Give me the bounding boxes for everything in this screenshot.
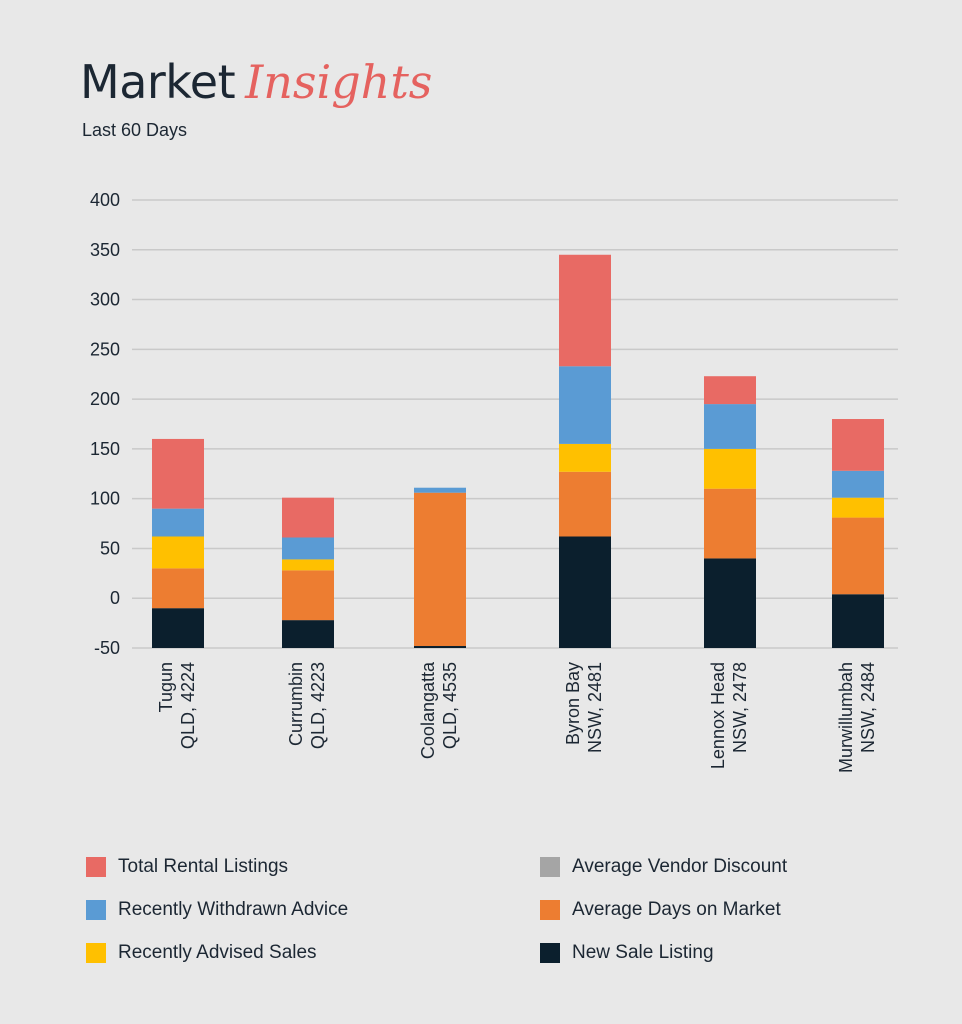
bar-segment-recently-advised-sales	[704, 448, 756, 489]
legend-label: New Sale Listing	[572, 942, 714, 963]
bar-segment-average-days-on-market	[414, 492, 466, 647]
bar-segment-recently-withdrawn-advice	[559, 366, 611, 444]
title-plain: Market	[80, 55, 236, 109]
y-tick-label: 150	[90, 439, 120, 459]
y-tick-label: -50	[94, 638, 120, 658]
y-tick-label: 0	[110, 588, 120, 608]
bar-segment-total-rental-listings	[832, 419, 884, 471]
bar-segment-recently-withdrawn-advice	[282, 537, 334, 560]
legend-item: Average Vendor Discount	[540, 856, 787, 878]
legend-item: New Sale Listing	[540, 942, 714, 964]
legend-item: Recently Withdrawn Advice	[86, 899, 348, 921]
bar-segment-recently-advised-sales	[559, 443, 611, 472]
bar-segment-average-days-on-market	[704, 488, 756, 559]
bar-segment-average-days-on-market	[282, 570, 334, 621]
y-tick-label: 350	[90, 240, 120, 260]
bar-segment-recently-advised-sales	[152, 536, 204, 569]
y-tick-label: 100	[90, 489, 120, 509]
x-tick-label-line: Lennox Head	[708, 662, 728, 769]
bar-segment-new-sale-listing	[559, 536, 611, 648]
legend-swatch	[86, 857, 106, 877]
bar-segment-new-sale-listing	[832, 594, 884, 648]
x-tick-label-line: NSW, 2478	[730, 662, 750, 753]
legend-label: Recently Withdrawn Advice	[118, 899, 349, 920]
legend-label: Average Vendor Discount	[572, 856, 788, 877]
bar-segment-recently-withdrawn-advice	[832, 470, 884, 498]
x-tick-label-line: NSW, 2484	[858, 662, 878, 753]
y-tick-label: 50	[100, 538, 120, 558]
legend-swatch	[540, 900, 560, 920]
legend-swatch	[86, 943, 106, 963]
bar-segment-new-sale-listing	[704, 558, 756, 648]
x-tick-label: Tugun QLD, 4224	[156, 662, 198, 749]
bar-segment-average-days-on-market	[152, 568, 204, 609]
legend-label: Total Rental Listings	[118, 856, 289, 877]
bar-segment-new-sale-listing	[152, 608, 204, 648]
bar-segment-total-rental-listings	[152, 438, 204, 509]
y-tick-label: 250	[90, 339, 120, 359]
y-tick-label: 300	[90, 290, 120, 310]
x-tick-label-line: Tugun	[156, 662, 176, 712]
chart-subtitle: Last 60 Days	[82, 120, 188, 140]
x-tick-label-line: QLD, 4223	[308, 662, 328, 749]
bar-segment-recently-withdrawn-advice	[704, 404, 756, 449]
legend-swatch	[540, 943, 560, 963]
x-tick-label: Murwillumbah NSW, 2484	[836, 662, 878, 773]
x-tick-label-line: Coolangatta	[418, 661, 438, 759]
bar-segment-recently-advised-sales	[832, 497, 884, 518]
bar-segment-total-rental-listings	[559, 254, 611, 367]
x-tick-label-line: Byron Bay	[563, 662, 583, 745]
legend-swatch	[86, 900, 106, 920]
y-tick-label: 400	[90, 190, 120, 210]
legend-item: Average Days on Market	[540, 899, 781, 921]
chart-legend: Total Rental Listings Average Vendor Disc…	[86, 856, 886, 976]
x-tick-label-line: Murwillumbah	[836, 662, 856, 773]
bar-segment-total-rental-listings	[704, 376, 756, 405]
chart-title: Market Insights	[80, 52, 432, 112]
bar-segment-total-rental-listings	[282, 497, 334, 538]
bar-segment-average-days-on-market	[832, 517, 884, 595]
legend-item: Total Rental Listings	[86, 856, 288, 878]
x-tick-label: Coolangatta QLD, 4535	[418, 661, 460, 759]
x-tick-label: Lennox Head NSW, 2478	[708, 662, 750, 769]
y-tick-label: 200	[90, 389, 120, 409]
bar-segment-new-sale-listing	[282, 620, 334, 648]
title-accent: Insights	[245, 55, 433, 109]
bar-segment-recently-withdrawn-advice	[152, 508, 204, 537]
legend-item: Recently Advised Sales	[86, 942, 317, 964]
x-tick-label-line: QLD, 4224	[178, 662, 198, 749]
x-tick-label: Currumbin QLD, 4223	[286, 662, 328, 749]
bar-segment-new-sale-listing	[414, 646, 466, 648]
x-tick-label-line: NSW, 2481	[585, 662, 605, 753]
legend-label: Recently Advised Sales	[118, 942, 317, 963]
bar-segment-recently-withdrawn-advice	[414, 487, 466, 493]
bar-segment-average-days-on-market	[559, 471, 611, 537]
bar-segment-recently-advised-sales	[282, 559, 334, 571]
legend-swatch	[540, 857, 560, 877]
legend-label: Average Days on Market	[572, 899, 781, 920]
x-tick-label-line: QLD, 4535	[440, 662, 460, 749]
x-tick-label: Byron Bay NSW, 2481	[563, 662, 605, 753]
x-tick-label-line: Currumbin	[286, 662, 306, 746]
